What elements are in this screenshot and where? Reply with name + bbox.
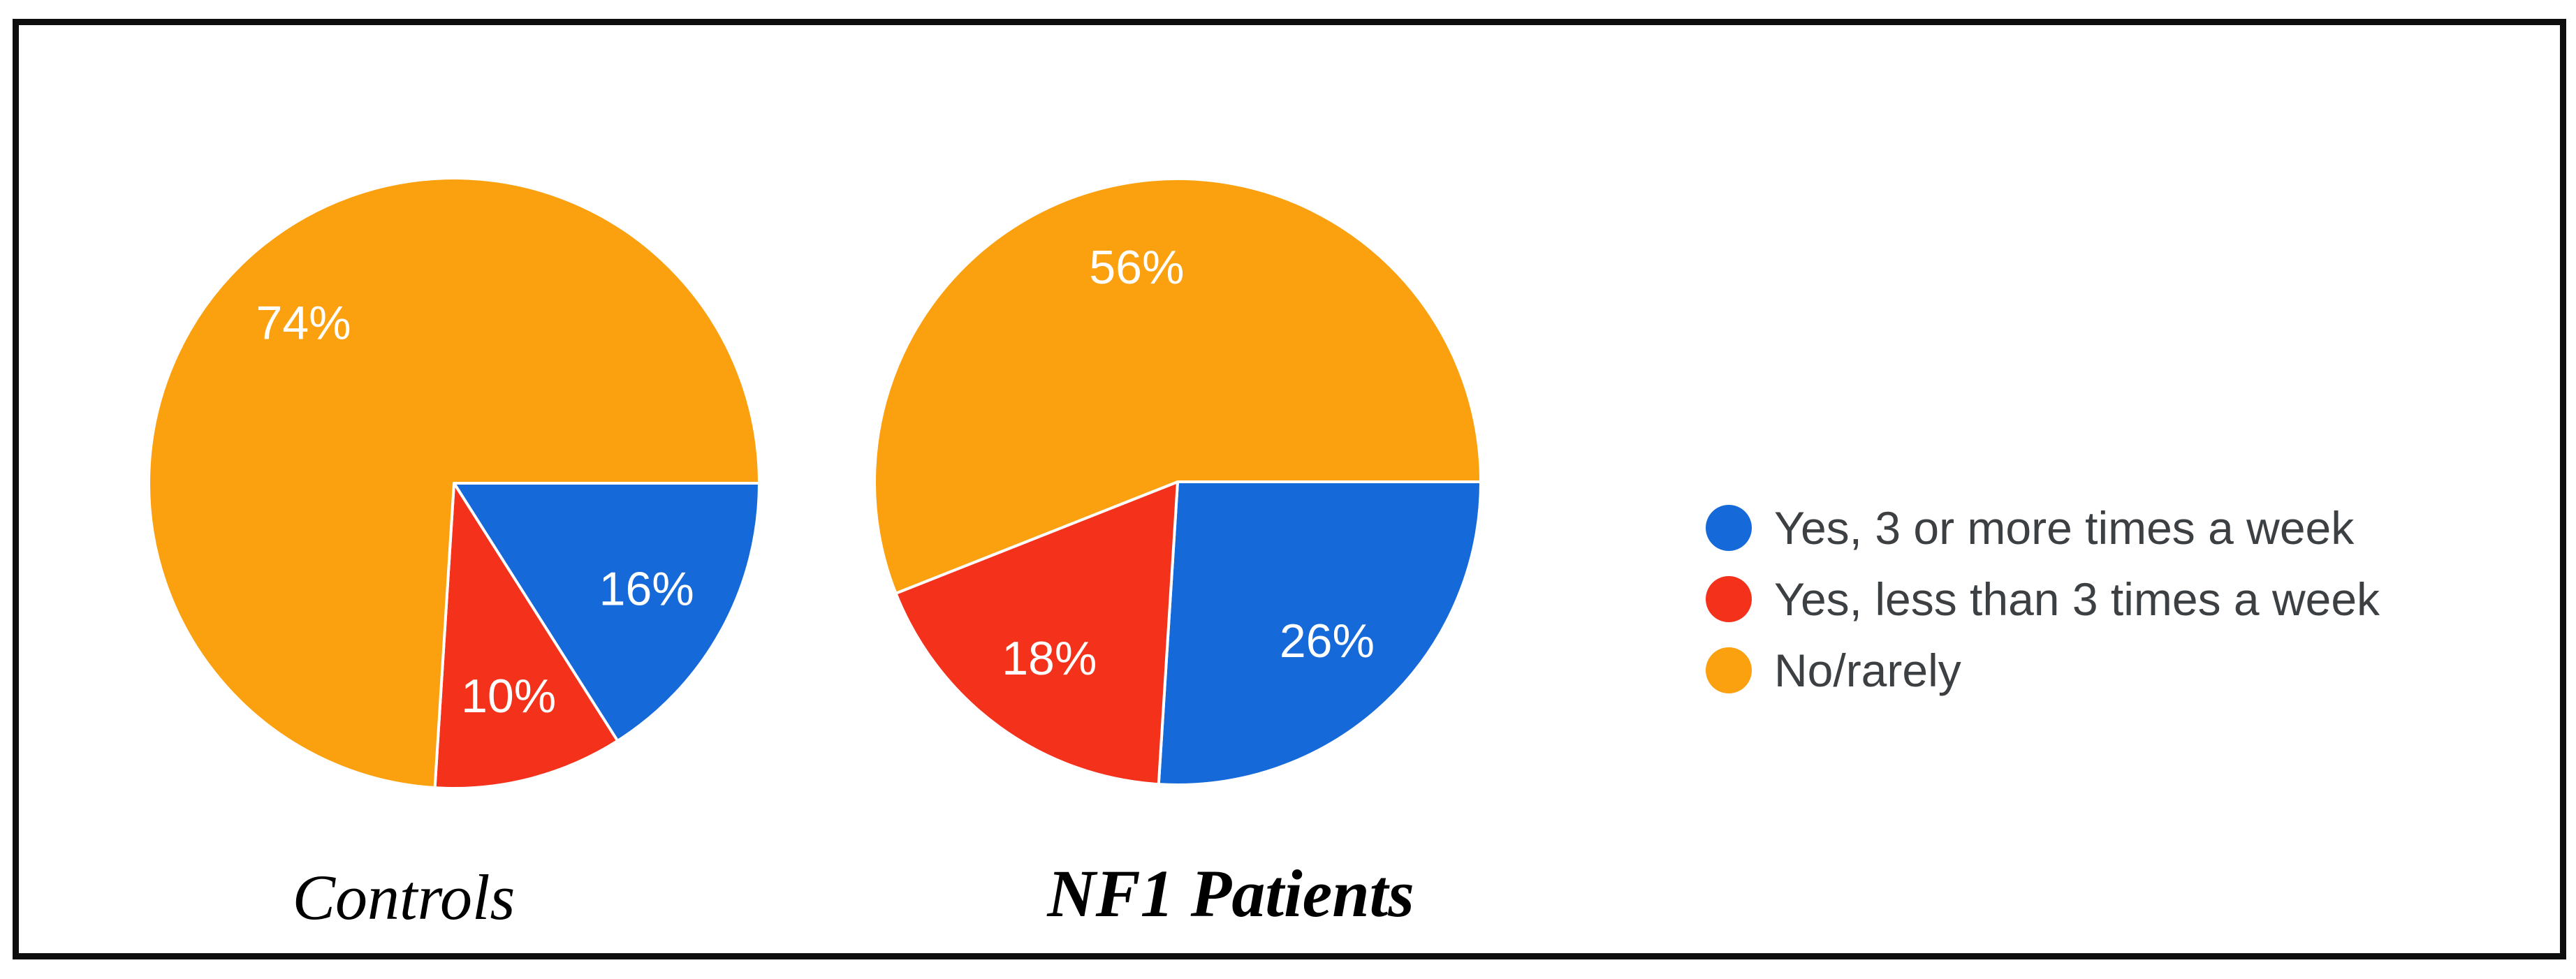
slice-value-label: 26%	[1280, 614, 1375, 668]
legend-item: Yes, less than 3 times a week	[1706, 564, 2380, 635]
legend-item: Yes, 3 or more times a week	[1706, 492, 2380, 564]
pie-slice	[453, 482, 759, 742]
slice-value-label: 18%	[1002, 632, 1097, 685]
caption-nf1-patients: NF1 Patients	[1047, 856, 1414, 931]
slice-value-label: 74%	[256, 297, 351, 350]
legend-dot-orange-icon	[1706, 647, 1752, 693]
legend-item: No/rarely	[1706, 635, 2380, 706]
slice-value-label: 10%	[461, 670, 556, 723]
legend-dot-red-icon	[1706, 576, 1752, 622]
pie-chart-controls: 16% 10% 74%	[149, 178, 759, 788]
legend-label: No/rarely	[1774, 645, 1961, 696]
legend-label: Yes, 3 or more times a week	[1774, 502, 2355, 554]
caption-controls: Controls	[292, 862, 515, 933]
legend-label: Yes, less than 3 times a week	[1774, 573, 2380, 625]
slice-value-label: 16%	[599, 563, 694, 616]
legend: Yes, 3 or more times a week Yes, less th…	[1706, 492, 2380, 706]
pie-slice	[433, 482, 620, 788]
legend-dot-blue-icon	[1706, 505, 1752, 551]
pie-slice	[1157, 480, 1481, 785]
pie-slice	[894, 480, 1179, 785]
slice-value-label: 56%	[1089, 241, 1184, 294]
pie-slice	[149, 178, 759, 788]
pie-chart-nf1-patients: 26% 18% 56%	[874, 179, 1481, 785]
pie-slice	[874, 179, 1481, 595]
